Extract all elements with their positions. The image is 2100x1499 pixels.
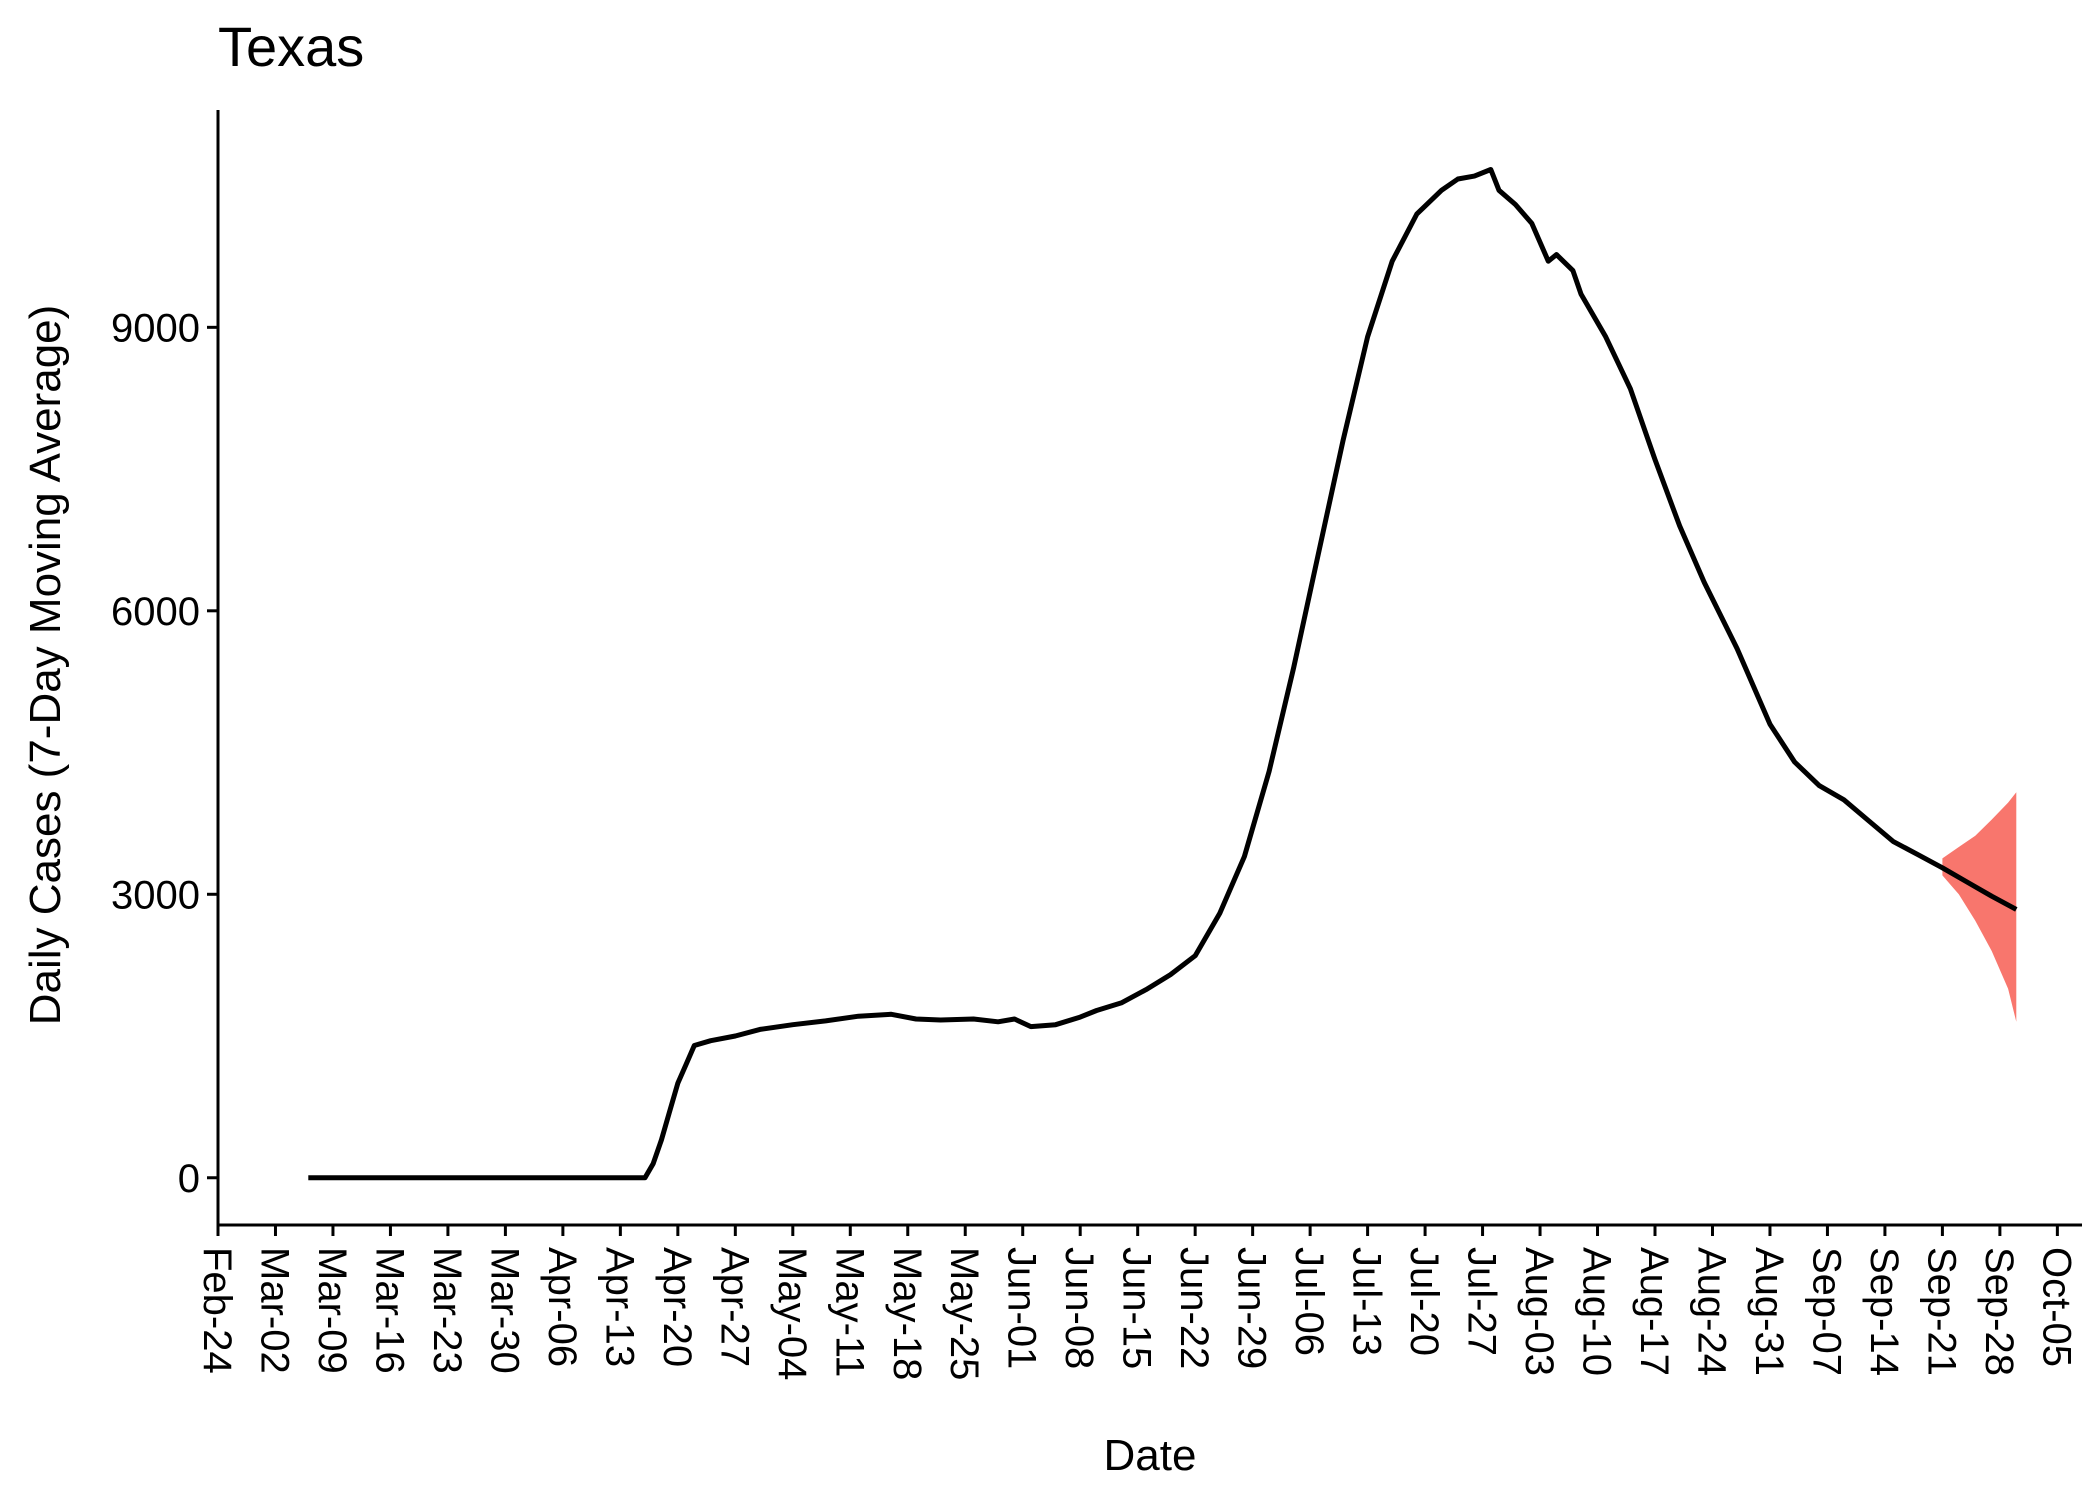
x-tick-label: Aug-17 xyxy=(1632,1247,1676,1376)
plot-area xyxy=(308,167,2018,1181)
y-tick-label: 3000 xyxy=(111,873,200,917)
forecast-band xyxy=(1942,792,2017,1022)
x-tick-label: Jun-29 xyxy=(1230,1247,1274,1369)
x-tick-label: Feb-24 xyxy=(195,1247,239,1374)
x-tick-label: Jul-13 xyxy=(1345,1247,1389,1356)
x-tick-label: Jul-06 xyxy=(1287,1247,1331,1356)
x-tick-label: Sep-28 xyxy=(1977,1247,2021,1376)
x-tick-label: May-25 xyxy=(942,1247,986,1380)
x-tick-label: Mar-16 xyxy=(367,1247,411,1374)
x-tick-label: May-11 xyxy=(827,1247,871,1377)
x-tick-label: Aug-31 xyxy=(1747,1247,1791,1376)
x-tick-label: Apr-13 xyxy=(597,1247,641,1367)
axes xyxy=(216,110,2082,1227)
x-tick-label: Sep-14 xyxy=(1862,1247,1906,1376)
x-tick-label: Mar-23 xyxy=(425,1247,469,1374)
x-tick-label: Aug-24 xyxy=(1690,1247,1734,1376)
x-tick-label: Mar-02 xyxy=(253,1247,297,1374)
y-tick-label: 0 xyxy=(178,1157,200,1201)
x-tick-label: May-04 xyxy=(770,1247,814,1380)
x-tick-label: Jul-20 xyxy=(1402,1247,1446,1356)
x-tick-label: Apr-06 xyxy=(540,1247,584,1367)
x-tick-label: Mar-30 xyxy=(482,1247,526,1374)
x-tick-label: Sep-07 xyxy=(1804,1247,1848,1376)
x-tick-label: Mar-09 xyxy=(310,1247,354,1374)
x-tick-label: Jun-08 xyxy=(1057,1247,1101,1369)
series-line-1 xyxy=(308,167,2018,1181)
x-tick-label: Apr-27 xyxy=(712,1247,756,1367)
x-tick-label: Aug-03 xyxy=(1517,1247,1561,1376)
x-tick-label: Jul-27 xyxy=(1460,1247,1504,1356)
x-tick-label: Jun-15 xyxy=(1115,1247,1159,1369)
x-tick-label: Apr-20 xyxy=(655,1247,699,1367)
x-tick-label: Aug-10 xyxy=(1575,1247,1619,1376)
y-axis-title: Daily Cases (7-Day Moving Average) xyxy=(21,305,70,1026)
x-tick-label: Oct-05 xyxy=(2034,1247,2078,1367)
y-axis-ticks: 0 3000 6000 9000 xyxy=(111,306,218,1201)
x-tick-label: Jun-01 xyxy=(1000,1247,1044,1369)
y-tick-label: 9000 xyxy=(111,306,200,350)
x-axis-title: Date xyxy=(1104,1431,1197,1480)
x-tick-label: May-18 xyxy=(885,1247,929,1380)
x-tick-label: Sep-21 xyxy=(1919,1247,1963,1376)
x-tick-label: Jun-22 xyxy=(1172,1247,1216,1369)
chart-title: Texas xyxy=(218,15,364,78)
y-tick-label: 6000 xyxy=(111,590,200,634)
x-axis-ticks: Feb-24 Mar-02 Mar-09 Mar-16 Mar-23 Mar-30 Apr-… xyxy=(195,1225,2078,1380)
